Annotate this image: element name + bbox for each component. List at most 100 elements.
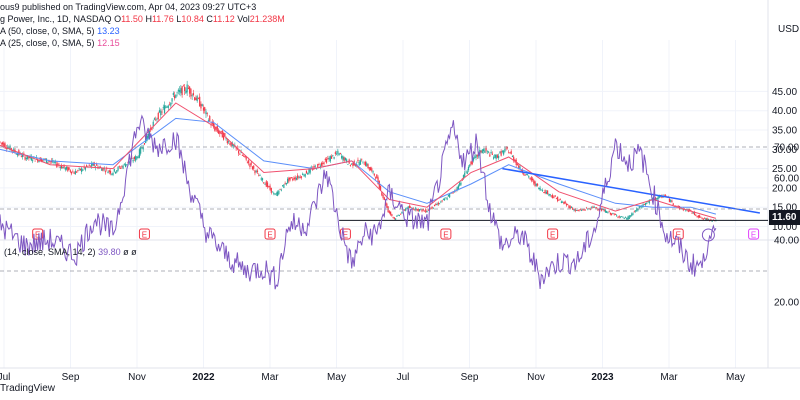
candle-body — [81, 168, 83, 172]
candle-body — [633, 211, 635, 213]
candle-body — [305, 170, 308, 174]
candle-body — [474, 156, 476, 158]
candle-body — [250, 162, 252, 165]
candle-body — [467, 166, 470, 171]
candle-body — [550, 195, 552, 197]
candle-body — [382, 194, 384, 198]
candle-body — [132, 159, 134, 162]
candle-body — [695, 214, 697, 216]
candle-body — [692, 212, 694, 214]
candle-body — [597, 209, 599, 211]
earnings-marker-label: E — [35, 231, 40, 240]
candle-body — [647, 201, 649, 203]
candle-body — [294, 177, 296, 180]
candle-body — [165, 106, 167, 108]
candle-body — [359, 160, 362, 165]
candle-body — [204, 107, 206, 111]
candle-body — [34, 160, 36, 162]
price-axis[interactable]: USD 10.00 15.00 20.00 25.00 30.00 35.00 40.00 45… — [772, 24, 799, 233]
candle-body — [230, 141, 232, 147]
candle-body — [191, 95, 193, 97]
candle-body — [612, 213, 614, 215]
candle-body — [606, 211, 608, 213]
candle-body — [118, 166, 120, 168]
price-tick-label: 35.00 — [772, 126, 797, 137]
candle-body — [244, 156, 246, 157]
candle-body — [579, 209, 581, 211]
candle-body — [381, 192, 383, 196]
candle-body — [260, 178, 262, 180]
candle-body — [698, 215, 701, 218]
candle-body — [72, 171, 74, 173]
candle-body — [496, 155, 498, 158]
candle-body — [574, 209, 576, 212]
candle-body — [377, 177, 379, 184]
candle-body — [516, 164, 519, 165]
candle-body — [16, 153, 19, 156]
l-label: L — [176, 14, 182, 24]
candle-body — [533, 180, 535, 184]
candle-body — [282, 185, 284, 187]
ma50-legend[interactable]: A (50, close, 0, SMA, 5) 13.23 — [0, 26, 120, 37]
candle-body — [147, 134, 149, 139]
candle-body — [613, 213, 615, 215]
candle-body — [207, 120, 210, 122]
candle-body — [245, 156, 247, 160]
candle-body — [629, 215, 632, 217]
candle-body — [407, 206, 409, 209]
candle-body — [646, 202, 648, 204]
earnings-marker-label: E — [550, 231, 555, 240]
candle-body — [697, 215, 699, 218]
candle-body — [307, 173, 309, 175]
candle-body — [513, 156, 515, 161]
candle-body — [565, 203, 568, 206]
earnings-marker-label: E — [267, 231, 272, 240]
candle-body — [276, 191, 279, 196]
candle-body — [641, 206, 643, 208]
candle-body — [520, 170, 522, 171]
candle-body — [220, 131, 222, 133]
candle-body — [661, 195, 663, 198]
candle-body — [705, 218, 707, 221]
candle-body — [504, 148, 506, 152]
candle-body — [539, 187, 541, 191]
candle-body — [685, 210, 687, 212]
candle-body — [602, 208, 604, 210]
candle-body — [60, 165, 63, 169]
earnings-marker-label: E — [142, 231, 147, 240]
trendline[interactable] — [502, 167, 761, 214]
candle-body — [69, 170, 71, 172]
candle-body — [137, 156, 139, 158]
time-axis[interactable]: Jul Sep Nov 2022 Mar May Jul Sep Nov 2023 Mar May — [0, 372, 745, 383]
candle-body — [280, 189, 282, 191]
candle-body — [57, 163, 59, 166]
candle-body — [184, 86, 186, 92]
candle-body — [587, 208, 589, 210]
candle-body — [170, 102, 172, 106]
ma25-legend[interactable]: A (25, close, 0, SMA, 5) 12.15 — [0, 38, 120, 49]
rsi-legend[interactable]: (14, close, SMA, 14, 2) 39.80 ø ø — [4, 247, 137, 258]
candle-body — [500, 151, 502, 156]
rsi-levels — [0, 146, 768, 272]
candle-body — [677, 205, 679, 207]
candle-body — [560, 201, 563, 203]
candle-body — [304, 173, 306, 177]
candle-body — [219, 132, 221, 134]
vol-label: Vol — [237, 14, 250, 24]
candle-body — [216, 126, 218, 132]
candle-body — [126, 164, 128, 166]
time-tick-label: Nov — [128, 372, 146, 383]
candle-body — [525, 174, 527, 176]
candle-body — [393, 217, 395, 219]
candle-body — [336, 153, 338, 155]
candle-body — [84, 167, 87, 170]
candle-body — [379, 186, 382, 191]
candle-body — [300, 176, 303, 178]
candle-body — [119, 168, 122, 169]
candle-body — [265, 181, 267, 187]
candle-body — [270, 187, 272, 193]
candle-body — [259, 175, 261, 176]
candle-body — [1, 142, 4, 145]
rsi-axis[interactable]: 70.00 60.00 40.00 20.00 — [774, 143, 799, 309]
